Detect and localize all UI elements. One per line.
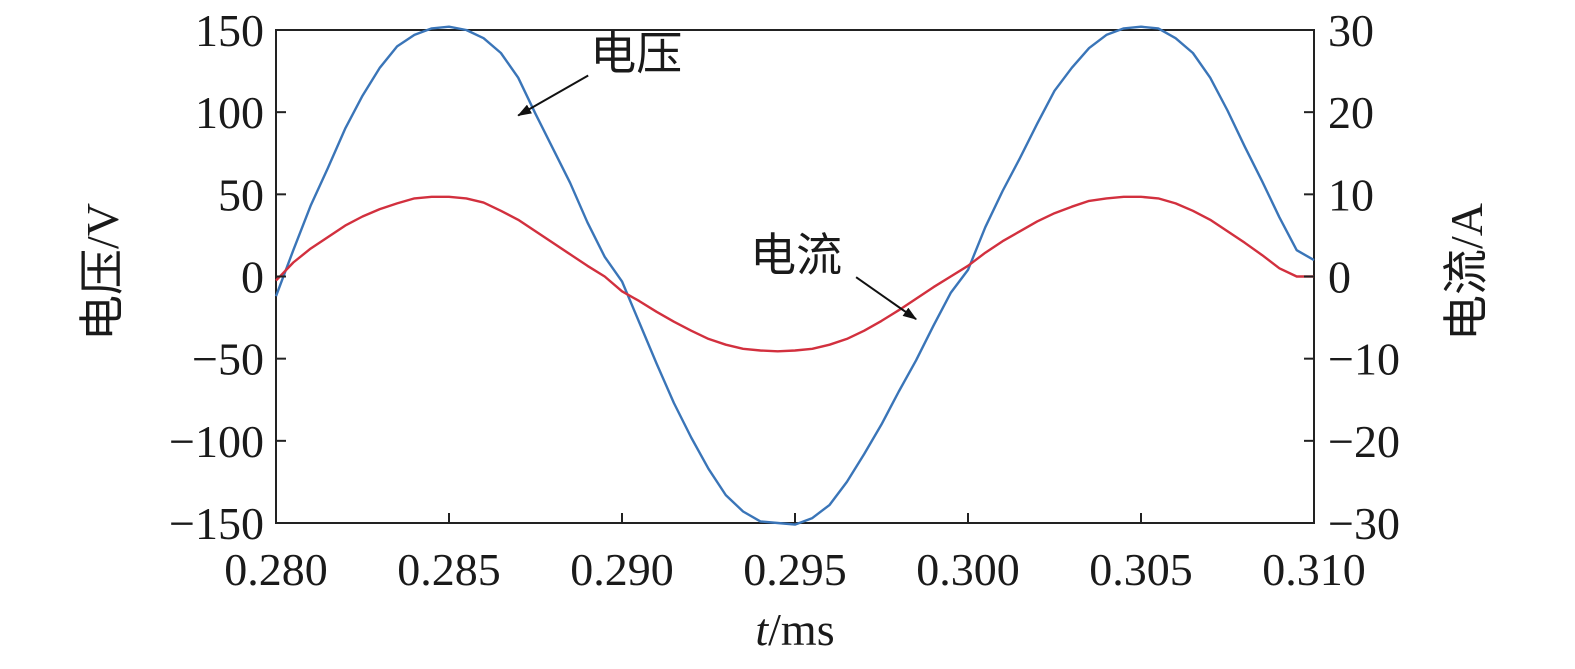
series-line-current [275,195,1314,353]
x-axis-title-italic: t [755,604,769,655]
y-left-tick-label: −150 [169,498,264,549]
x-tick-label: 0.285 [397,544,501,595]
x-tick-label: 0.295 [743,544,847,595]
annotation-label: 电压 [590,26,682,80]
series-line-voltage [274,25,1315,526]
y-left-tick-label: 0 [241,252,264,303]
x-tick-label: 0.300 [916,544,1020,595]
y-left-axis-title: 电压/V [77,203,128,341]
x-tick-label: 0.305 [1089,544,1193,595]
x-axis-title: t/ms [755,604,834,655]
y-right-tick-label: 0 [1328,252,1351,303]
y-left-tick-label: −100 [169,416,264,467]
annotation-arrow [517,74,589,117]
y-left-tick-label: 100 [195,87,264,138]
y-right-tick-label: 20 [1328,87,1374,138]
x-tick-label: 0.290 [570,544,674,595]
x-tick-label: 0.310 [1262,544,1366,595]
y-right-tick-label: 10 [1328,169,1374,220]
y-right-tick-label: 30 [1328,5,1374,56]
annotation-label: 电流 [750,228,842,282]
x-tick-label: 0.280 [224,544,328,595]
y-left-tick-label: −50 [192,334,264,385]
x-axis-title-unit: /ms [768,604,834,655]
annotation-arrow [855,276,917,321]
y-right-axis-title: 电流/A [1441,203,1492,341]
y-left-tick-label: 50 [218,169,264,220]
y-right-tick-label: −30 [1328,498,1400,549]
y-right-tick-label: −20 [1328,416,1400,467]
y-left-tick-label: 150 [195,5,264,56]
y-right-tick-label: −10 [1328,334,1400,385]
